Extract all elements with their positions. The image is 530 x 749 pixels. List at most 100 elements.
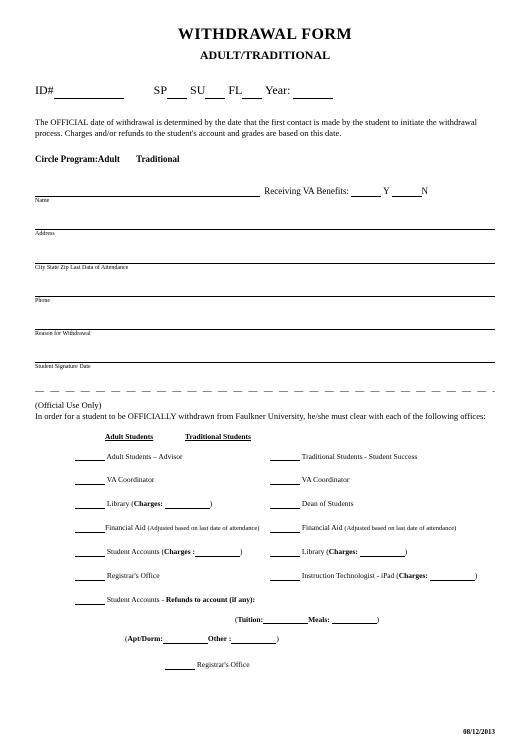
official-text: In order for a student to be OFFICIALLY … <box>35 411 486 421</box>
sp-blank[interactable] <box>167 89 187 99</box>
r4a-note: (Adjusted based on last date of attendan… <box>148 525 260 532</box>
opt-traditional[interactable]: Traditional <box>136 154 179 164</box>
check-blank[interactable] <box>75 501 105 509</box>
r2a: VA Coordinator <box>107 475 155 484</box>
circle-program-row: Circle Program:Adult Traditional <box>35 154 495 166</box>
footer-date: 08/12/2013 <box>463 728 495 737</box>
va-label: Receiving VA Benefits: <box>264 186 349 196</box>
r3a-post: ) <box>210 499 213 508</box>
r5a-bold: Charges : <box>164 547 195 556</box>
r1a: Adult Students – Advisor <box>106 452 182 461</box>
apt-other-row: (Apt/Dorm:Other :) <box>125 634 495 644</box>
year-blank[interactable] <box>293 89 333 99</box>
r3a-pre: Library ( <box>107 499 134 508</box>
form-title: WITHDRAWAL FORM <box>35 25 495 46</box>
r4b: Financial Aid <box>302 523 345 532</box>
signature-blank[interactable] <box>35 353 495 363</box>
citystate-caption: City State Zip Last Data of Attendance <box>35 265 495 273</box>
reason-caption: Reason for Withdrawal <box>35 331 495 339</box>
charges-blank[interactable] <box>430 573 475 581</box>
check-blank[interactable] <box>270 453 300 461</box>
charges-blank[interactable] <box>165 501 210 509</box>
opt-adult[interactable]: Adult <box>98 154 120 164</box>
check-blank[interactable] <box>165 662 195 670</box>
apt-bold: Apt/Dorm: <box>128 634 163 643</box>
phone-blank[interactable] <box>35 287 495 297</box>
va-y-blank[interactable] <box>351 187 381 197</box>
signature-caption: Student Signature Date <box>35 364 495 372</box>
r2b: VA Coordinator <box>302 475 350 484</box>
r5b-pre: Library ( <box>302 547 329 556</box>
check-blank[interactable] <box>75 525 105 533</box>
r4a: Financial Aid <box>105 523 148 532</box>
form-subtitle: ADULT/TRADITIONAL <box>35 48 495 64</box>
r3b: Dean of Students <box>302 499 354 508</box>
r6b-bold: Charges: <box>399 571 428 580</box>
check-blank[interactable] <box>270 477 300 485</box>
address-row: Address <box>35 220 495 239</box>
va-n-blank[interactable] <box>392 187 422 197</box>
meals-blank[interactable] <box>332 616 377 624</box>
signature-row: Student Signature Date <box>35 353 495 372</box>
name-caption: Name <box>35 198 495 206</box>
id-label: ID# <box>35 83 54 97</box>
document-page: WITHDRAWAL FORM ADULT/TRADITIONAL ID# SP… <box>0 0 530 749</box>
apt-blank[interactable] <box>163 636 208 644</box>
col2-header: Traditional Students <box>185 432 251 441</box>
citystate-blank[interactable] <box>35 254 495 264</box>
charges-blank[interactable] <box>360 549 405 557</box>
apt-post: ) <box>276 634 279 643</box>
address-caption: Address <box>35 231 495 239</box>
reason-blank[interactable] <box>35 320 495 330</box>
official-section: (Official Use Only) In order for a stude… <box>35 400 495 422</box>
r6a: Registrar's Office <box>107 571 160 580</box>
id-blank[interactable] <box>54 89 124 99</box>
tuition-blank[interactable] <box>263 616 308 624</box>
r5b-post: ) <box>405 547 408 556</box>
divider: — — — — — — — — — — — — — — — — — — — — … <box>35 386 495 398</box>
address-blank[interactable] <box>35 220 495 230</box>
sp-label: SP <box>154 83 167 97</box>
name-blank[interactable] <box>35 187 260 197</box>
r5b-bold: Charges: <box>329 547 358 556</box>
reason-row: Reason for Withdrawal <box>35 320 495 339</box>
refunds-row: Student Accounts - Refunds to account (i… <box>75 595 495 605</box>
instruction-paragraph: The OFFICIAL date of withdrawal is deter… <box>35 117 495 140</box>
official-head: (Official Use Only) <box>35 400 101 410</box>
check-blank[interactable] <box>270 525 300 533</box>
check-blank[interactable] <box>270 549 300 557</box>
r7-pre: Student Accounts - <box>107 595 166 604</box>
check-blank[interactable] <box>75 573 105 581</box>
check-blank[interactable] <box>75 597 105 605</box>
reg2-label: Registrar's Office <box>197 660 250 669</box>
checklist-row: VA Coordinator VA Coordinator <box>75 475 495 485</box>
checklist-row: Registrar's Office Instruction Technolog… <box>75 571 495 581</box>
check-blank[interactable] <box>270 501 300 509</box>
checklist-row: Financial Aid (Adjusted based on last da… <box>75 523 495 533</box>
check-blank[interactable] <box>75 477 105 485</box>
id-term-row: ID# SP SU FL Year: <box>35 83 495 99</box>
check-blank[interactable] <box>270 573 300 581</box>
r4b-note: (Adjusted based on last date of attendan… <box>344 525 456 532</box>
year-label: Year: <box>265 83 290 97</box>
col1-header: Adult Students <box>105 432 153 441</box>
phone-row: Phone <box>35 286 495 305</box>
tuition-meals-row: (Tuition:Meals: ) <box>235 615 495 625</box>
charges-blank[interactable] <box>195 549 240 557</box>
su-label: SU <box>190 83 205 97</box>
tuition-post: ) <box>377 615 380 624</box>
check-blank[interactable] <box>75 453 105 461</box>
r6b-post: ) <box>475 571 478 580</box>
tuition-bold: Tuition: <box>238 615 264 624</box>
fl-blank[interactable] <box>242 89 262 99</box>
column-headers: Adult Students Traditional Students <box>105 432 495 442</box>
fl-label: FL <box>228 83 242 97</box>
su-blank[interactable] <box>205 89 225 99</box>
check-blank[interactable] <box>75 549 105 557</box>
citystate-row: City State Zip Last Data of Attendance <box>35 253 495 272</box>
other-blank[interactable] <box>231 636 276 644</box>
va-n: N <box>422 186 429 196</box>
r5a-pre: Student Accounts ( <box>107 547 164 556</box>
va-y: Y <box>383 186 389 196</box>
r7-bold: Refunds to account (if any): <box>166 595 255 604</box>
